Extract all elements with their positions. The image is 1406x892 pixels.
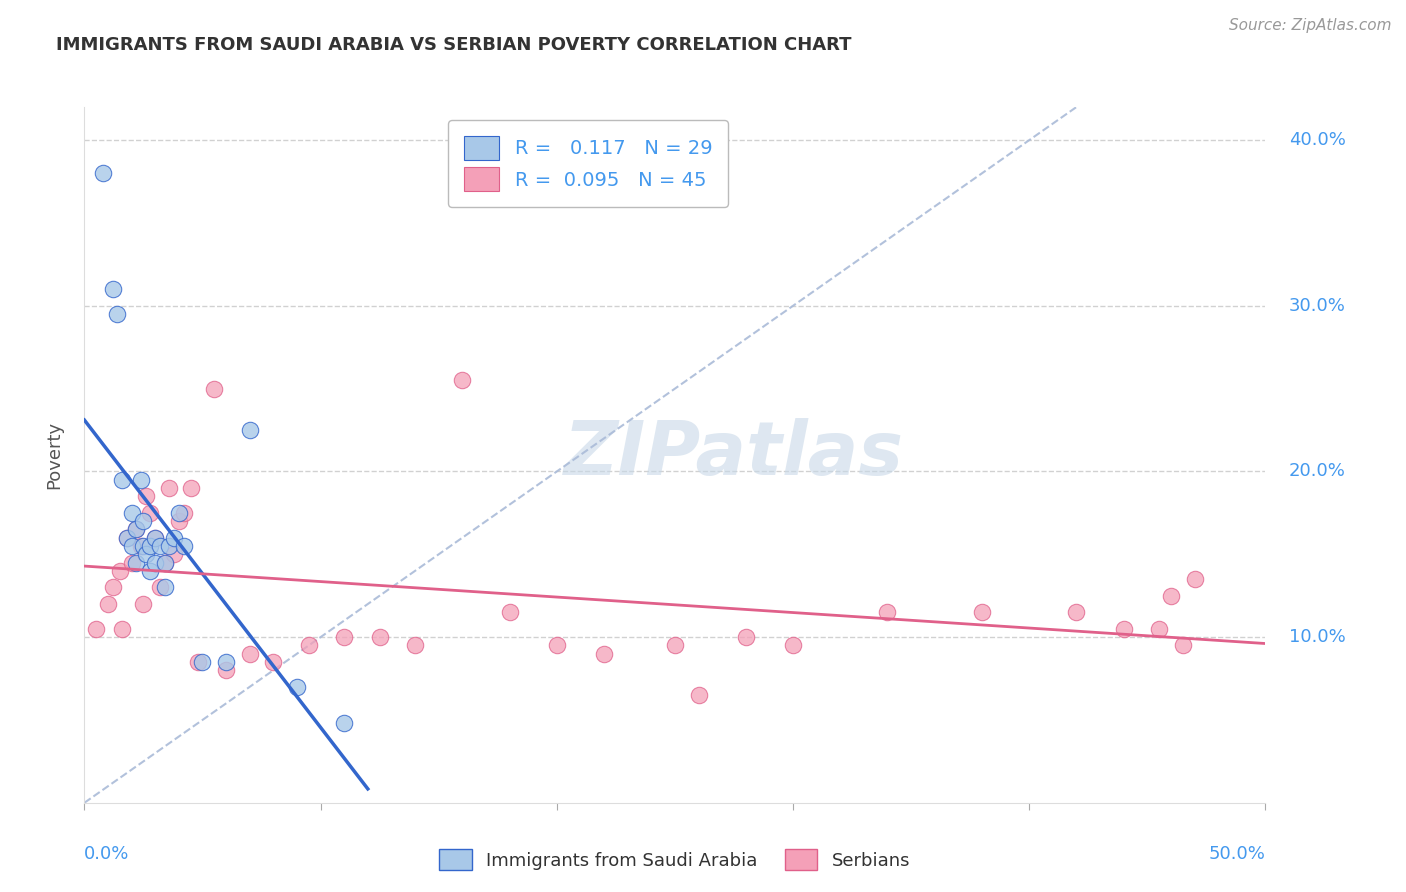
Point (153, 556, 176, 570)
Point (167, 514, 190, 528)
Point (121, 556, 143, 570)
Point (125, 523, 148, 537)
Point (135, 489, 157, 503)
Point (180, 481, 202, 495)
Point (173, 506, 195, 520)
Point (191, 655, 214, 669)
Text: 30.0%: 30.0% (1289, 297, 1346, 315)
Point (970, 605, 993, 619)
Point (285, 680, 308, 694)
Point (368, 630, 391, 644)
Point (1184, 572, 1206, 586)
Point (153, 581, 176, 595)
Point (451, 373, 474, 387)
Text: 20.0%: 20.0% (1289, 462, 1346, 481)
Text: 10.0%: 10.0% (1289, 628, 1346, 646)
Point (149, 581, 172, 595)
Text: 40.0%: 40.0% (1289, 131, 1346, 149)
Point (97, 597, 120, 611)
Point (215, 663, 238, 677)
Point (135, 547, 157, 561)
Point (143, 556, 166, 570)
Point (132, 597, 155, 611)
Point (111, 473, 134, 487)
Point (664, 639, 686, 653)
Point (132, 539, 155, 553)
Point (132, 514, 155, 528)
Point (734, 630, 756, 644)
Legend: Immigrants from Saudi Arabia, Serbians: Immigrants from Saudi Arabia, Serbians (432, 842, 918, 877)
Text: 0.0%: 0.0% (84, 845, 129, 863)
Point (498, 605, 520, 619)
Point (84, 622, 107, 636)
Point (139, 539, 162, 553)
Point (298, 639, 321, 653)
Point (115, 531, 138, 545)
Point (157, 481, 180, 495)
Point (139, 506, 162, 520)
Point (101, 282, 124, 296)
Point (1160, 589, 1182, 603)
Text: 50.0%: 50.0% (1209, 845, 1265, 863)
Point (167, 506, 190, 520)
Point (173, 539, 195, 553)
Point (108, 564, 131, 578)
Point (91, 166, 114, 180)
Point (1066, 605, 1088, 619)
Point (688, 688, 710, 702)
Point (1171, 639, 1194, 653)
Point (115, 531, 138, 545)
Point (125, 523, 148, 537)
Point (1112, 622, 1135, 636)
Point (187, 655, 209, 669)
Point (239, 647, 262, 661)
Text: IMMIGRANTS FROM SAUDI ARABIA VS SERBIAN POVERTY CORRELATION CHART: IMMIGRANTS FROM SAUDI ARABIA VS SERBIAN … (56, 36, 852, 54)
Point (1147, 622, 1170, 636)
Point (111, 622, 134, 636)
Point (121, 506, 143, 520)
Point (139, 564, 162, 578)
Text: Source: ZipAtlas.com: Source: ZipAtlas.com (1229, 18, 1392, 33)
Point (157, 539, 180, 553)
Point (143, 531, 166, 545)
Point (149, 539, 172, 553)
Point (593, 647, 616, 661)
Point (876, 605, 898, 619)
Point (163, 531, 186, 545)
Point (129, 539, 152, 553)
Text: ZIPatlas: ZIPatlas (564, 418, 904, 491)
Point (404, 639, 426, 653)
Point (262, 655, 284, 669)
Point (202, 382, 225, 396)
Point (215, 655, 238, 669)
Point (143, 531, 166, 545)
Point (239, 423, 262, 437)
Point (153, 556, 176, 570)
Y-axis label: Poverty: Poverty (45, 421, 63, 489)
Point (333, 716, 356, 731)
Point (333, 630, 356, 644)
Point (782, 639, 804, 653)
Point (107, 307, 129, 321)
Point (546, 639, 568, 653)
Point (163, 547, 186, 561)
Point (125, 556, 148, 570)
Point (129, 473, 152, 487)
Point (121, 539, 143, 553)
Point (101, 581, 124, 595)
